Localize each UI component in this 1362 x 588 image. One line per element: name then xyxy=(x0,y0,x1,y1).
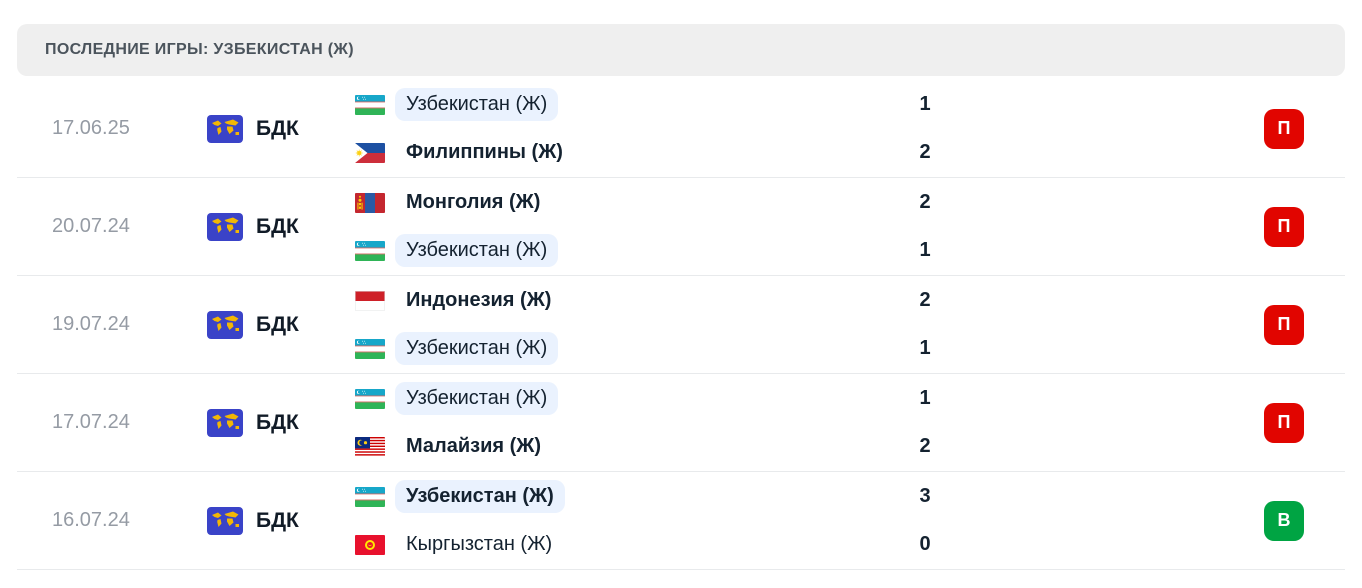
uzbekistan-flag-icon xyxy=(355,94,385,115)
away-team-name[interactable]: Филиппины (Ж) xyxy=(406,141,563,163)
section-header: ПОСЛЕДНИЕ ИГРЫ: УЗБЕКИСТАН (Ж) xyxy=(17,24,1345,76)
home-team-line: Узбекистан (Ж) xyxy=(355,480,897,513)
away-score: 0 xyxy=(919,533,931,555)
away-team-line: Узбекистан (Ж) xyxy=(355,332,897,365)
home-score: 2 xyxy=(919,191,931,213)
teams-cell: Индонезия (Ж) Узбекистан (Ж) xyxy=(355,284,897,365)
competition-code[interactable]: БДК xyxy=(256,214,299,238)
away-score: 1 xyxy=(919,337,931,359)
competition-code[interactable]: БДК xyxy=(256,312,299,336)
last-games-widget: ПОСЛЕДНИЕ ИГРЫ: УЗБЕКИСТАН (Ж) 17.06.25 … xyxy=(17,24,1345,570)
world-map-icon xyxy=(207,114,243,143)
competition-cell[interactable]: БДК xyxy=(207,310,355,339)
home-score: 1 xyxy=(919,93,931,115)
malaysia-flag-icon xyxy=(355,436,385,457)
away-team-name[interactable]: Узбекистан (Ж) xyxy=(395,332,559,365)
competition-cell[interactable]: БДК xyxy=(207,114,355,143)
teams-cell: Узбекистан (Ж) Кыргызстан (Ж) xyxy=(355,480,897,561)
mongolia-flag-icon xyxy=(355,192,385,213)
philippines-flag-icon xyxy=(355,142,385,163)
competition-cell[interactable]: БДК xyxy=(207,408,355,437)
competition-cell[interactable]: БДК xyxy=(207,212,355,241)
result-badge[interactable]: П xyxy=(1264,304,1304,345)
uzbekistan-flag-icon xyxy=(355,338,385,359)
home-team-name[interactable]: Узбекистан (Ж) xyxy=(395,88,559,121)
world-map-icon xyxy=(207,408,243,437)
home-team-name[interactable]: Узбекистан (Ж) xyxy=(395,480,565,513)
match-date: 20.07.24 xyxy=(52,215,130,237)
away-score: 1 xyxy=(919,239,931,261)
away-team-line: Малайзия (Ж) xyxy=(355,430,897,463)
result-badge[interactable]: П xyxy=(1264,108,1304,149)
away-team-line: Узбекистан (Ж) xyxy=(355,234,897,267)
match-row[interactable]: 17.07.24 БДК Узбекистан (Ж) xyxy=(17,374,1345,472)
away-score: 2 xyxy=(919,435,931,457)
section-title: ПОСЛЕДНИЕ ИГРЫ: УЗБЕКИСТАН (Ж) xyxy=(45,41,354,58)
kyrgyzstan-flag-icon xyxy=(355,534,385,555)
match-row[interactable]: 19.07.24 БДК Индонезия (Ж) У xyxy=(17,276,1345,374)
home-team-name[interactable]: Монголия (Ж) xyxy=(406,191,541,213)
score-cell: 2 1 xyxy=(897,186,953,267)
uzbekistan-flag-icon xyxy=(355,240,385,261)
away-team-name[interactable]: Узбекистан (Ж) xyxy=(395,234,559,267)
indonesia-flag-icon xyxy=(355,290,385,311)
home-score: 3 xyxy=(919,485,931,507)
home-team-name[interactable]: Индонезия (Ж) xyxy=(406,289,552,311)
result-badge[interactable]: П xyxy=(1264,206,1304,247)
home-score: 2 xyxy=(919,289,931,311)
teams-cell: Узбекистан (Ж) Филиппины (Ж) xyxy=(355,88,897,169)
score-cell: 3 0 xyxy=(897,480,953,561)
match-row[interactable]: 16.07.24 БДК Узбекистан (Ж) xyxy=(17,472,1345,570)
away-team-name[interactable]: Кыргызстан (Ж) xyxy=(406,533,553,555)
away-team-line: Филиппины (Ж) xyxy=(355,136,897,169)
score-cell: 1 2 xyxy=(897,88,953,169)
world-map-icon xyxy=(207,506,243,535)
away-score: 2 xyxy=(919,141,931,163)
home-team-line: Индонезия (Ж) xyxy=(355,284,897,317)
competition-code[interactable]: БДК xyxy=(256,410,299,434)
score-cell: 2 1 xyxy=(897,284,953,365)
match-date: 19.07.24 xyxy=(52,313,130,335)
competition-code[interactable]: БДК xyxy=(256,508,299,532)
world-map-icon xyxy=(207,212,243,241)
match-date: 17.07.24 xyxy=(52,411,130,433)
home-team-line: Узбекистан (Ж) xyxy=(355,382,897,415)
away-team-name[interactable]: Малайзия (Ж) xyxy=(406,435,542,457)
home-team-line: Узбекистан (Ж) xyxy=(355,88,897,121)
competition-cell[interactable]: БДК xyxy=(207,506,355,535)
teams-cell: Узбекистан (Ж) Малайзия (Ж) xyxy=(355,382,897,463)
result-badge[interactable]: В xyxy=(1264,500,1304,541)
match-date: 17.06.25 xyxy=(52,117,130,139)
match-date: 16.07.24 xyxy=(52,509,130,531)
away-team-line: Кыргызстан (Ж) xyxy=(355,528,897,561)
competition-code[interactable]: БДК xyxy=(256,116,299,140)
result-badge[interactable]: П xyxy=(1264,402,1304,443)
home-score: 1 xyxy=(919,387,931,409)
home-team-line: Монголия (Ж) xyxy=(355,186,897,219)
uzbekistan-flag-icon xyxy=(355,388,385,409)
uzbekistan-flag-icon xyxy=(355,486,385,507)
teams-cell: Монголия (Ж) Узбекистан (Ж) xyxy=(355,186,897,267)
match-row[interactable]: 20.07.24 БДК Монголия (Ж) Уз xyxy=(17,178,1345,276)
matches-list: 17.06.25 БДК Узбекистан (Ж) xyxy=(17,80,1345,570)
score-cell: 1 2 xyxy=(897,382,953,463)
home-team-name[interactable]: Узбекистан (Ж) xyxy=(395,382,559,415)
match-row[interactable]: 17.06.25 БДК Узбекистан (Ж) xyxy=(17,80,1345,178)
world-map-icon xyxy=(207,310,243,339)
